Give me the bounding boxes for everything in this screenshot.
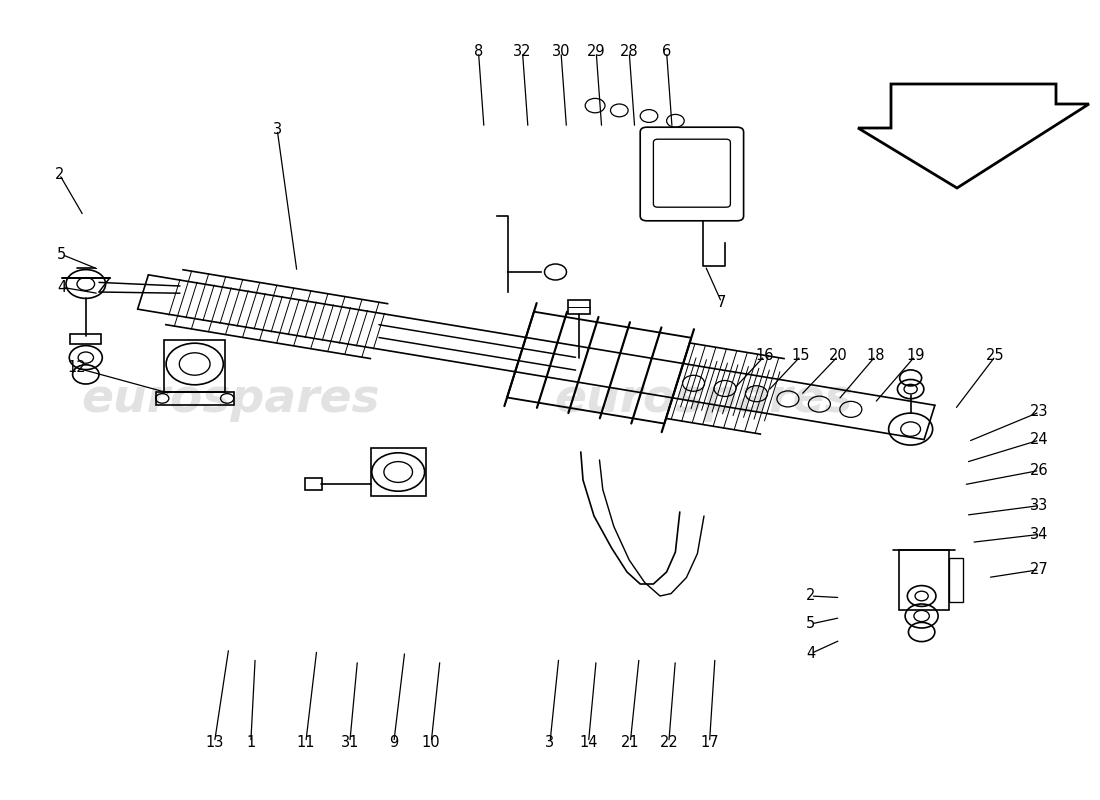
Bar: [156, 392, 233, 405]
Text: 27: 27: [1030, 562, 1049, 577]
Text: 4: 4: [57, 280, 66, 294]
Text: 33: 33: [1031, 498, 1048, 513]
Bar: [70, 334, 101, 344]
Text: 10: 10: [422, 735, 440, 750]
Text: 26: 26: [1031, 463, 1048, 478]
Bar: [371, 448, 426, 496]
Text: 3: 3: [273, 122, 282, 137]
Bar: [568, 300, 590, 314]
Text: 30: 30: [552, 45, 570, 59]
Text: 5: 5: [806, 617, 815, 631]
Text: 1: 1: [246, 735, 255, 750]
Text: 12: 12: [68, 361, 86, 375]
Text: eurospares: eurospares: [81, 378, 381, 422]
Text: 9: 9: [389, 735, 398, 750]
Text: 7: 7: [717, 295, 726, 310]
Text: 3: 3: [546, 735, 554, 750]
Text: 28: 28: [620, 45, 638, 59]
Text: 17: 17: [701, 735, 718, 750]
Text: 4: 4: [806, 646, 815, 661]
Text: 23: 23: [1031, 405, 1048, 419]
Text: 6: 6: [662, 45, 671, 59]
Text: 22: 22: [659, 735, 679, 750]
Text: 2: 2: [806, 589, 815, 603]
Text: 16: 16: [756, 349, 773, 363]
Text: 18: 18: [867, 349, 884, 363]
Text: 34: 34: [1031, 527, 1048, 542]
Text: 13: 13: [206, 735, 223, 750]
Text: 2: 2: [55, 167, 64, 182]
Text: 5: 5: [57, 247, 66, 262]
Text: 25: 25: [987, 349, 1004, 363]
Bar: [899, 550, 949, 610]
Text: 15: 15: [792, 349, 810, 363]
FancyBboxPatch shape: [640, 127, 744, 221]
Bar: [305, 478, 322, 490]
Text: 31: 31: [341, 735, 359, 750]
Text: 20: 20: [828, 349, 848, 363]
Text: 14: 14: [580, 735, 597, 750]
Text: 21: 21: [621, 735, 639, 750]
Text: 8: 8: [474, 45, 483, 59]
Text: eurospares: eurospares: [554, 378, 854, 422]
Text: 29: 29: [587, 45, 605, 59]
Text: 19: 19: [906, 349, 924, 363]
Bar: [165, 340, 224, 392]
Text: 11: 11: [297, 735, 315, 750]
Bar: [949, 558, 962, 602]
Text: 32: 32: [514, 45, 531, 59]
Text: 24: 24: [1031, 433, 1048, 447]
